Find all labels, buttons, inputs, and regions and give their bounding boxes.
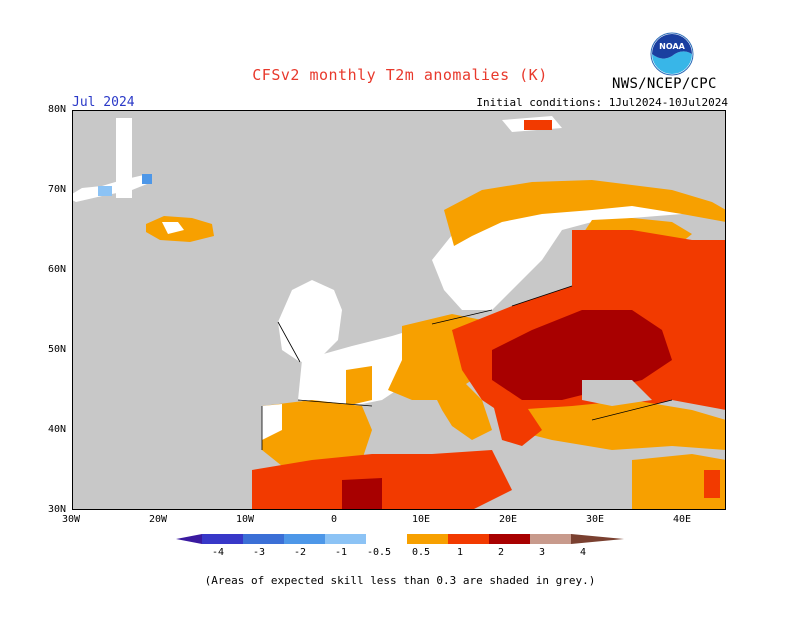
forecast-month-label: Jul 2024	[72, 95, 135, 110]
colorbar-label-m3: -3	[253, 547, 265, 556]
colorbar-bin-7	[448, 534, 489, 544]
colorbar-label-1: 1	[457, 547, 463, 556]
colorbar: -4 -3 -2 -1 -0.5 0.5 1 2 3 4	[176, 534, 626, 558]
colorbar-label-m4: -4	[212, 547, 224, 556]
lon-tick-30e: 30E	[586, 514, 605, 525]
lon-tick-30w: 30W	[62, 514, 81, 525]
colorbar-label-m05: -0.5	[367, 547, 391, 556]
skill-footnote: (Areas of expected skill less than 0.3 a…	[204, 574, 596, 587]
colorbar-low-arrow	[176, 534, 202, 544]
anomaly-map	[72, 110, 726, 510]
colorbar-bin-3	[284, 534, 325, 544]
iberia-anomaly	[262, 400, 372, 470]
lat-tick-30n: 30N	[48, 504, 67, 515]
lon-tick-10w: 10W	[236, 514, 255, 525]
lon-tick-20w: 20W	[149, 514, 168, 525]
colorbar-graphic: -4 -3 -2 -1 -0.5 0.5 1 2 3 4	[176, 534, 624, 558]
noaa-logo-icon: NOAA	[650, 32, 694, 76]
colorbar-bin-4	[325, 534, 366, 544]
map-frame	[72, 110, 726, 510]
chart-title: CFSv2 monthly T2m anomalies (K)	[252, 66, 548, 84]
lat-tick-70n: 70N	[48, 184, 67, 195]
lat-tick-80n: 80N	[48, 104, 67, 115]
hot-core	[492, 310, 672, 400]
lat-tick-50n: 50N	[48, 344, 67, 355]
british-isles-white	[278, 280, 342, 362]
lon-tick-0: 0	[331, 514, 338, 525]
colorbar-bin-8	[489, 534, 530, 544]
map-area: 80N 70N 60N 50N 40N 30N 30W 20W 10W 0 10…	[48, 104, 726, 525]
colorbar-label-2: 2	[498, 547, 504, 556]
colorbar-bin-6	[407, 534, 448, 544]
colorbar-label-m2: -2	[294, 547, 306, 556]
colorbar-bin-9	[530, 534, 571, 544]
colorbar-high-arrow	[571, 534, 624, 544]
lat-tick-60n: 60N	[48, 264, 67, 275]
coastline	[261, 285, 673, 450]
colorbar-bin-2	[243, 534, 284, 544]
agency-label: NWS/NCEP/CPC	[612, 76, 717, 92]
colorbar-label-05: 0.5	[412, 547, 430, 556]
colorbar-bin-1	[202, 534, 243, 544]
lat-tick-40n: 40N	[48, 424, 67, 435]
colorbar-label-4: 4	[580, 547, 586, 556]
lon-tick-20e: 20E	[499, 514, 518, 525]
colorbar-label-m1: -1	[335, 547, 347, 556]
logo-text: NOAA	[659, 42, 685, 51]
lon-tick-10e: 10E	[412, 514, 431, 525]
initial-conditions-label: Initial conditions: 1Jul2024-10Jul2024	[476, 96, 728, 109]
colorbar-bin-5	[366, 534, 407, 544]
lon-tick-40e: 40E	[673, 514, 692, 525]
colorbar-label-3: 3	[539, 547, 545, 556]
